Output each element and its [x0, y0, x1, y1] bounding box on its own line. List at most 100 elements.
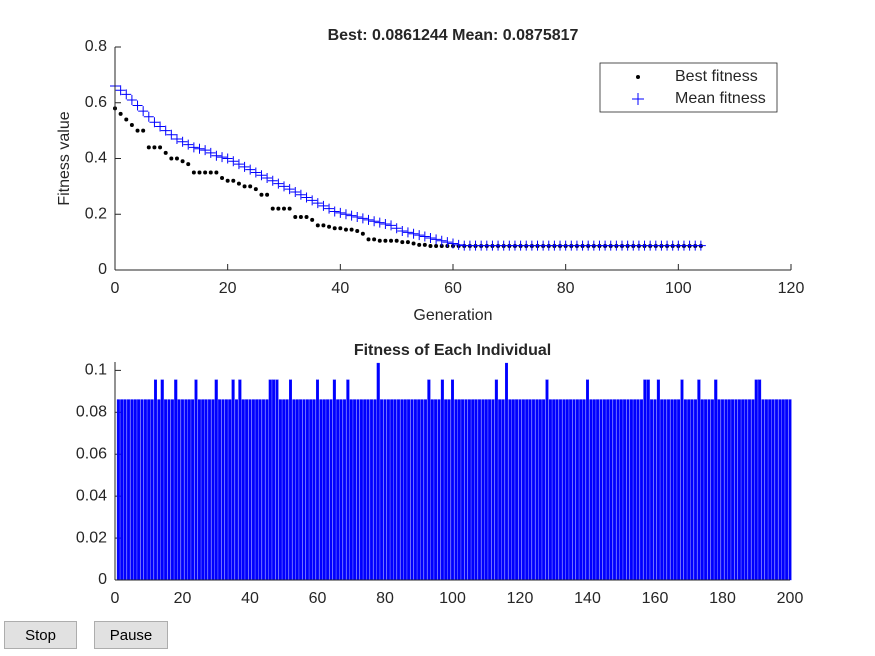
- best-marker: [321, 223, 326, 228]
- mean-marker: [233, 159, 244, 170]
- figure: Best: 0.0861244 Mean: 0.0875817 Generatio…: [56, 27, 804, 607]
- best-marker: [377, 238, 382, 243]
- bar: [285, 399, 289, 581]
- bar: [309, 399, 313, 581]
- best-marker: [118, 111, 123, 116]
- bar: [532, 399, 536, 581]
- bar: [656, 379, 660, 581]
- mean-marker: [256, 170, 267, 181]
- x-tick-label: 40: [331, 280, 349, 297]
- bar: [153, 379, 157, 581]
- bar: [491, 399, 495, 581]
- legend-label: Mean fitness: [675, 90, 766, 107]
- best-marker: [332, 226, 337, 231]
- bar: [477, 399, 481, 581]
- bar: [562, 399, 566, 581]
- bar: [673, 399, 677, 581]
- mean-marker: [228, 156, 239, 167]
- chart-title: Best: 0.0861244 Mean: 0.0875817: [328, 27, 579, 44]
- bar: [626, 399, 630, 581]
- best-marker: [152, 145, 157, 150]
- bar: [305, 399, 309, 581]
- bar: [680, 379, 684, 581]
- bar: [596, 399, 600, 581]
- bar: [511, 399, 515, 581]
- bar: [464, 399, 468, 581]
- mean-marker: [171, 133, 182, 144]
- best-marker: [394, 238, 399, 243]
- best-marker: [405, 240, 410, 245]
- mean-marker: [318, 200, 329, 211]
- best-marker: [191, 170, 196, 175]
- bar: [241, 399, 245, 581]
- best-marker: [248, 184, 253, 189]
- bar: [629, 399, 633, 581]
- bar: [140, 399, 144, 581]
- bar: [538, 399, 542, 581]
- bar: [218, 399, 222, 581]
- bar: [582, 399, 586, 581]
- bar: [717, 399, 721, 581]
- x-tick-label: 20: [174, 590, 192, 607]
- mean-marker: [267, 175, 278, 186]
- bar: [569, 399, 573, 581]
- bar: [282, 399, 286, 581]
- bar: [697, 379, 701, 581]
- best-marker: [180, 159, 185, 164]
- stop-button[interactable]: Stop: [4, 621, 77, 649]
- mean-marker: [312, 198, 323, 209]
- bar: [332, 379, 336, 581]
- bar: [683, 399, 687, 581]
- chart-title: Fitness of Each Individual: [354, 342, 551, 359]
- axes: Best: 0.0861244 Mean: 0.0875817 Generatio…: [56, 27, 804, 324]
- bar: [214, 379, 218, 581]
- bar: [768, 399, 772, 581]
- bar: [528, 399, 532, 581]
- legend-label: Best fitness: [675, 68, 758, 85]
- mean-marker: [436, 235, 447, 246]
- bar: [710, 399, 714, 581]
- bar: [288, 379, 292, 581]
- best-marker: [135, 128, 140, 133]
- bar: [788, 399, 792, 581]
- best-marker: [276, 206, 281, 211]
- mean-marker: [194, 143, 205, 154]
- bar: [467, 399, 471, 581]
- mean-marker: [217, 152, 228, 163]
- best-marker: [304, 215, 309, 220]
- mean-marker: [295, 189, 306, 200]
- bar: [542, 399, 546, 581]
- y-tick-label: 0.6: [85, 94, 107, 111]
- bar: [407, 399, 411, 581]
- x-tick-label: 20: [219, 280, 237, 297]
- bar: [127, 399, 131, 581]
- bar: [390, 399, 394, 581]
- mean-marker: [402, 227, 413, 238]
- bar: [748, 399, 752, 581]
- bar: [548, 399, 552, 581]
- pause-button[interactable]: Pause: [94, 621, 168, 649]
- bar: [207, 399, 211, 581]
- bar: [133, 399, 137, 581]
- bar: [565, 399, 569, 581]
- best-marker: [236, 181, 241, 186]
- bar: [170, 399, 174, 581]
- bar: [494, 379, 498, 581]
- y-tick-label: 0.4: [85, 150, 107, 167]
- mean-marker: [279, 181, 289, 192]
- bar: [721, 399, 725, 581]
- bar: [363, 399, 367, 581]
- mean-marker: [126, 94, 137, 105]
- mean-marker: [155, 121, 166, 132]
- best-marker: [293, 215, 298, 220]
- bar: [164, 399, 168, 581]
- bar: [461, 399, 465, 581]
- bar: [457, 399, 461, 581]
- bar: [501, 399, 505, 581]
- best-marker: [287, 206, 292, 211]
- bar: [137, 399, 141, 581]
- mean-marker: [340, 209, 351, 220]
- mean-marker: [211, 150, 222, 161]
- bar: [518, 399, 522, 581]
